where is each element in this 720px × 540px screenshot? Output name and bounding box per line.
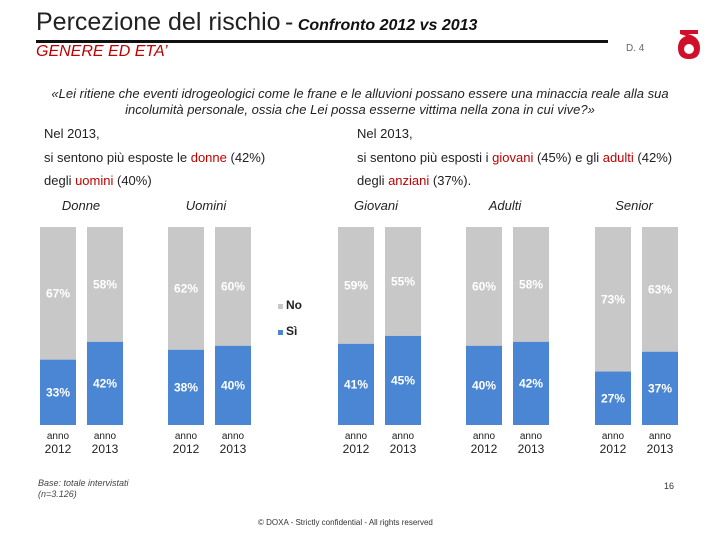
label-no-uomini-2013: 60% xyxy=(221,279,245,293)
xlabel-year-donne-2012: 2012 xyxy=(45,442,72,456)
bar-no-donne-2012 xyxy=(40,227,76,360)
title-separator: - xyxy=(285,8,294,36)
label-no-donne-2013: 58% xyxy=(93,277,117,291)
legend-label-0: No xyxy=(286,298,302,312)
bar-si-donne-2013 xyxy=(87,341,123,425)
right-note-line2: degli anziani (37%). xyxy=(357,173,472,188)
label-si-senior-2013: 37% xyxy=(648,381,672,395)
xlabel-anno-adulti-2012: anno xyxy=(473,431,496,442)
slide-title: Percezione del rischio - Confronto 2012 … xyxy=(36,8,477,37)
label-si-donne-2013: 42% xyxy=(93,376,117,390)
bar-no-uomini-2012 xyxy=(168,227,204,350)
group-label-giovani: Giovani xyxy=(353,198,399,213)
xlabel-anno-giovani-2012: anno xyxy=(345,431,368,442)
label-si-adulti-2012: 40% xyxy=(472,378,496,392)
group-label-senior: Senior xyxy=(615,198,653,213)
legend-swatch-0 xyxy=(278,304,283,309)
xlabel-year-giovani-2012: 2012 xyxy=(343,442,370,456)
group-label-donne: Donne xyxy=(61,198,101,213)
xlabel-anno-uomini-2013: anno xyxy=(222,431,245,442)
bar-si-uomini-2013 xyxy=(215,345,251,425)
doxa-logo-icon xyxy=(678,30,700,59)
label-si-adulti-2013: 42% xyxy=(519,376,543,390)
label-no-senior-2012: 73% xyxy=(601,292,625,306)
bar-si-senior-2013 xyxy=(642,351,678,425)
xlabel-year-senior-2012: 2012 xyxy=(600,442,627,456)
base-note-line1: Base: totale intervistati xyxy=(38,478,129,488)
label-no-senior-2013: 63% xyxy=(648,282,672,296)
right-note-intro: Nel 2013, xyxy=(357,126,413,141)
page-code: D. 4 xyxy=(626,43,645,54)
section-heading: GENERE ED ETA’ xyxy=(36,43,168,60)
label-si-donne-2012: 33% xyxy=(46,385,70,399)
bar-no-adulti-2012 xyxy=(466,227,502,346)
title-underline xyxy=(36,40,608,43)
bar-si-giovani-2013 xyxy=(385,335,421,425)
legend-label-1: Sì xyxy=(286,324,297,338)
label-si-giovani-2012: 41% xyxy=(344,377,368,391)
title-main: Percezione del rischio xyxy=(36,8,281,36)
xlabel-anno-uomini-2012: anno xyxy=(175,431,198,442)
bar-si-senior-2012 xyxy=(595,371,631,425)
left-note-line1: si sentono più esposte le donne (42%) xyxy=(44,150,266,165)
label-no-uomini-2012: 62% xyxy=(174,281,198,295)
label-si-giovani-2013: 45% xyxy=(391,373,415,387)
xlabel-year-giovani-2013: 2013 xyxy=(390,442,417,456)
group-label-adulti: Adulti xyxy=(488,198,522,213)
xlabel-year-adulti-2012: 2012 xyxy=(471,442,498,456)
label-no-giovani-2012: 59% xyxy=(344,278,368,292)
xlabel-year-donne-2013: 2013 xyxy=(92,442,119,456)
bar-si-adulti-2013 xyxy=(513,341,549,425)
label-si-uomini-2012: 38% xyxy=(174,380,198,394)
bar-no-adulti-2013 xyxy=(513,227,549,342)
label-si-uomini-2013: 40% xyxy=(221,378,245,392)
label-no-donne-2012: 67% xyxy=(46,286,70,300)
label-no-giovani-2013: 55% xyxy=(391,274,415,288)
bar-si-donne-2012 xyxy=(40,359,76,425)
label-no-adulti-2012: 60% xyxy=(472,279,496,293)
xlabel-anno-adulti-2013: anno xyxy=(520,431,543,442)
right-note-line1: si sentono più esposti i giovani (45%) e… xyxy=(357,150,673,165)
xlabel-anno-donne-2013: anno xyxy=(94,431,117,442)
group-label-uomini: Uomini xyxy=(185,198,227,213)
bar-no-senior-2013 xyxy=(642,227,678,352)
bar-no-senior-2012 xyxy=(595,227,631,372)
left-note-intro: Nel 2013, xyxy=(44,126,100,141)
bar-no-uomini-2013 xyxy=(215,227,251,346)
confidentiality-footer: © DOXA - Strictly confidential - All rig… xyxy=(258,518,433,527)
legend-swatch-1 xyxy=(278,330,283,335)
bar-si-adulti-2012 xyxy=(466,345,502,425)
bar-si-giovani-2012 xyxy=(338,343,374,425)
xlabel-anno-giovani-2013: anno xyxy=(392,431,415,442)
xlabel-anno-senior-2013: anno xyxy=(649,431,672,442)
xlabel-year-uomini-2013: 2013 xyxy=(220,442,247,456)
xlabel-year-senior-2013: 2013 xyxy=(647,442,674,456)
label-no-adulti-2013: 58% xyxy=(519,277,543,291)
base-note: Base: totale intervistati (n=3.126) xyxy=(38,478,129,500)
left-note-line2: degli uomini (40%) xyxy=(44,173,152,188)
base-note-line2: (n=3.126) xyxy=(38,489,77,499)
xlabel-year-uomini-2012: 2012 xyxy=(173,442,200,456)
page-number: 16 xyxy=(664,481,675,491)
bar-si-uomini-2012 xyxy=(168,349,204,425)
survey-question: «Lei ritiene che eventi idrogeologici co… xyxy=(51,86,669,117)
bar-no-giovani-2013 xyxy=(385,227,421,336)
bar-no-giovani-2012 xyxy=(338,227,374,344)
xlabel-anno-donne-2012: anno xyxy=(47,431,70,442)
bar-no-donne-2013 xyxy=(87,227,123,342)
title-subtitle: Confronto 2012 vs 2013 xyxy=(297,17,478,34)
xlabel-year-adulti-2013: 2013 xyxy=(518,442,545,456)
xlabel-anno-senior-2012: anno xyxy=(602,431,625,442)
label-si-senior-2012: 27% xyxy=(601,391,625,405)
